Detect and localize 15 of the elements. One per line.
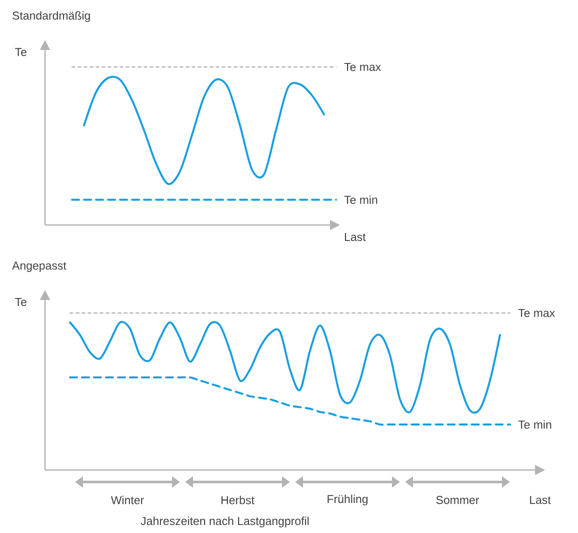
series-label: Te max <box>518 308 555 318</box>
text: Winter <box>110 496 144 504</box>
series-label: Te min <box>518 420 552 429</box>
y-axis-title: Te <box>15 298 26 306</box>
text: Frühling <box>328 494 368 506</box>
x-axis-title: Last <box>530 496 551 504</box>
chart-title: Angepasst <box>12 262 66 272</box>
text: Sommer <box>436 496 480 504</box>
chart-title: Standardmäßig <box>12 11 90 22</box>
text: Jahreszeiten nach Lastgangprofil <box>140 516 309 528</box>
series-label: Te min <box>344 196 378 204</box>
y-axis-title: Te <box>15 48 26 56</box>
series-label: Te max <box>344 62 381 72</box>
text: Herbst <box>222 496 254 504</box>
x-axis-title: Last <box>344 233 366 242</box>
